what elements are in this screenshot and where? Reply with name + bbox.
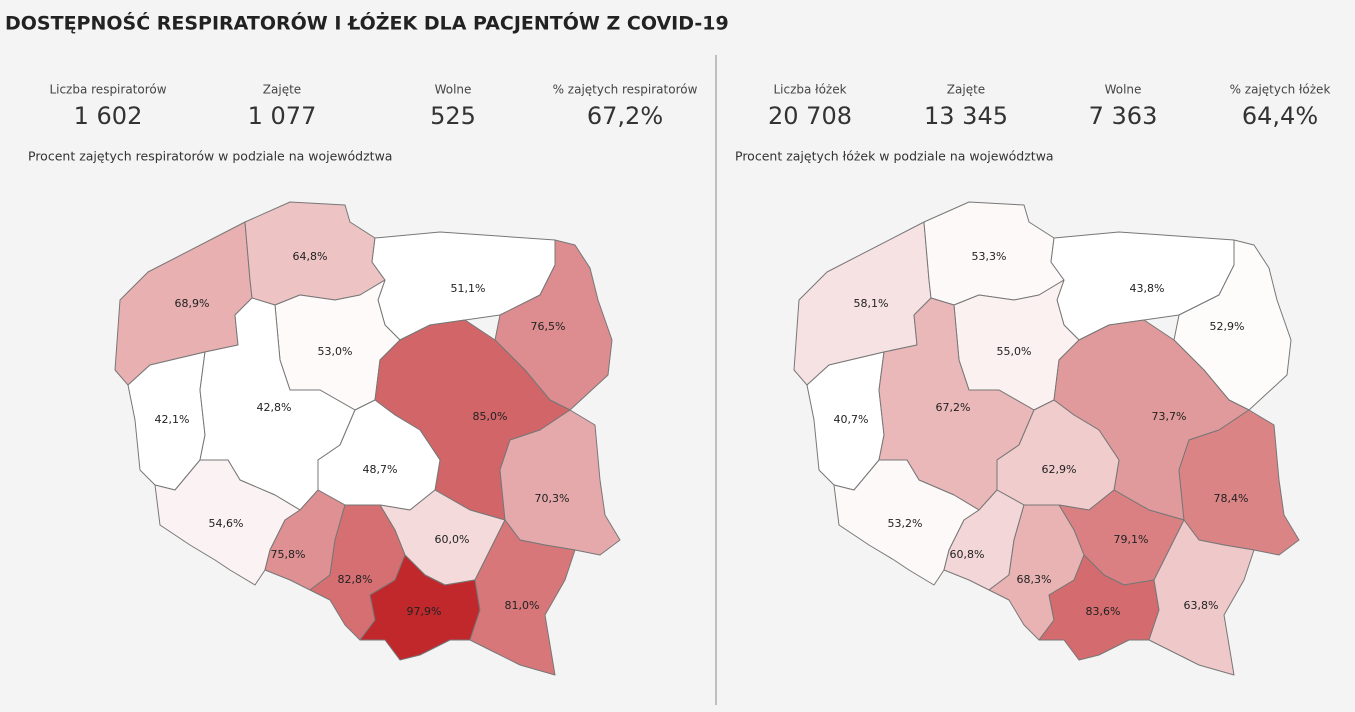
region-label: 70,3% [535, 492, 570, 505]
kpi-value: 13 345 [924, 102, 1008, 130]
region-label: 53,0% [318, 345, 353, 358]
kpi-label: % zajętych łóżek [1230, 83, 1331, 97]
region-label: 58,1% [854, 297, 889, 310]
map-subtitle: Procent zajętych respiratorów w podziale… [28, 149, 392, 164]
region-label: 60,8% [950, 548, 985, 561]
region-label: 53,3% [972, 250, 1007, 263]
region-label: 43,8% [1130, 282, 1165, 295]
region-label: 64,8% [293, 250, 328, 263]
region-label: 42,1% [155, 413, 190, 426]
region-label: 54,6% [209, 517, 244, 530]
region-label: 81,0% [505, 599, 540, 612]
region [469, 519, 576, 676]
region-label: 67,2% [936, 401, 971, 414]
kpi-label: Zajęte [263, 83, 301, 97]
kpi-label: Zajęte [947, 83, 985, 97]
kpi-value: 20 708 [768, 102, 852, 130]
kpi-value: 525 [430, 102, 476, 130]
region [1038, 554, 1160, 661]
region [1148, 519, 1255, 676]
region-label: 73,7% [1152, 410, 1187, 423]
region [359, 554, 481, 661]
kpi-label: Liczba respiratorów [49, 83, 166, 97]
region-label: 40,7% [834, 413, 869, 426]
region-label: 55,0% [997, 345, 1032, 358]
region-label: 51,1% [451, 282, 486, 295]
region-label: 85,0% [473, 410, 508, 423]
region-label: 52,9% [1210, 320, 1245, 333]
title: DOSTĘPNOŚĆ RESPIRATORÓW I ŁÓŻEK DLA PACJ… [5, 11, 729, 35]
region-label: 62,9% [1042, 463, 1077, 476]
kpi-label: Wolne [435, 83, 472, 97]
region-label: 63,8% [1184, 599, 1219, 612]
region-label: 68,9% [175, 297, 210, 310]
region-label: 68,3% [1017, 573, 1052, 586]
kpi-value: 7 363 [1089, 102, 1158, 130]
region-label: 42,8% [257, 401, 292, 414]
region-label: 97,9% [407, 605, 442, 618]
map-subtitle: Procent zajętych łóżek w podziale na woj… [735, 149, 1054, 164]
region-label: 75,8% [271, 548, 306, 561]
kpi-label: Liczba łóżek [773, 83, 846, 97]
region-label: 53,2% [888, 517, 923, 530]
region-label: 78,4% [1214, 492, 1249, 505]
region-label: 82,8% [338, 573, 373, 586]
kpi-label: % zajętych respiratorów [553, 83, 698, 97]
kpi-value: 64,4% [1242, 102, 1318, 130]
region-label: 76,5% [531, 320, 566, 333]
kpi-value: 1 602 [74, 102, 143, 130]
region-label: 60,0% [435, 533, 470, 546]
region-label: 83,6% [1086, 605, 1121, 618]
kpi-value: 67,2% [587, 102, 663, 130]
kpi-value: 1 077 [248, 102, 317, 130]
region-label: 79,1% [1114, 533, 1149, 546]
kpi-label: Wolne [1105, 83, 1142, 97]
region-label: 48,7% [363, 463, 398, 476]
